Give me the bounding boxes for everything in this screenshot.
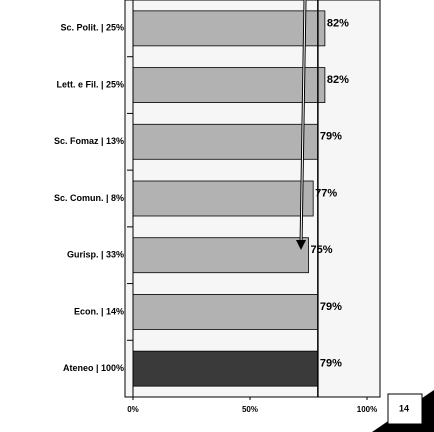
bar bbox=[132, 180, 314, 217]
marks: 0% 50% 100% Sc. Polit. | 25% 82% Lett. e Fil.… bbox=[54, 0, 377, 414]
value-label: 79% bbox=[320, 131, 342, 143]
x-tick-label: 50% bbox=[242, 405, 258, 414]
arrow-inner bbox=[300, 0, 306, 247]
y-tick-label: Lett. e Fil. | 25% bbox=[56, 79, 124, 89]
x-tick-label: 100% bbox=[357, 405, 377, 414]
page-number: 14 bbox=[399, 403, 409, 413]
y-tick-label: Ateneo | 100% bbox=[63, 363, 124, 373]
bar bbox=[132, 350, 319, 387]
value-label: 75% bbox=[311, 244, 333, 256]
bar bbox=[132, 67, 326, 103]
y-tick-label: Sc. Comun. | 8% bbox=[54, 193, 124, 203]
value-label: 82% bbox=[327, 17, 349, 29]
y-tick-label: Sc. Fomaz | 13% bbox=[54, 136, 124, 146]
y-tick-label: Gurisp. | 33% bbox=[67, 250, 124, 260]
value-label: 79% bbox=[320, 358, 342, 370]
value-label: 77% bbox=[315, 187, 337, 199]
value-label: 79% bbox=[320, 301, 342, 313]
bar bbox=[132, 237, 309, 274]
x-tick-label: 0% bbox=[127, 405, 139, 414]
y-tick-label: Sc. Polit. | 25% bbox=[60, 23, 124, 33]
value-label: 82% bbox=[327, 74, 349, 86]
bar bbox=[132, 123, 319, 160]
arrow-head bbox=[296, 240, 306, 250]
bar bbox=[132, 294, 319, 330]
bar bbox=[132, 10, 326, 47]
y-tick-label: Econ. | 14% bbox=[74, 306, 124, 316]
badge bbox=[387, 393, 423, 425]
